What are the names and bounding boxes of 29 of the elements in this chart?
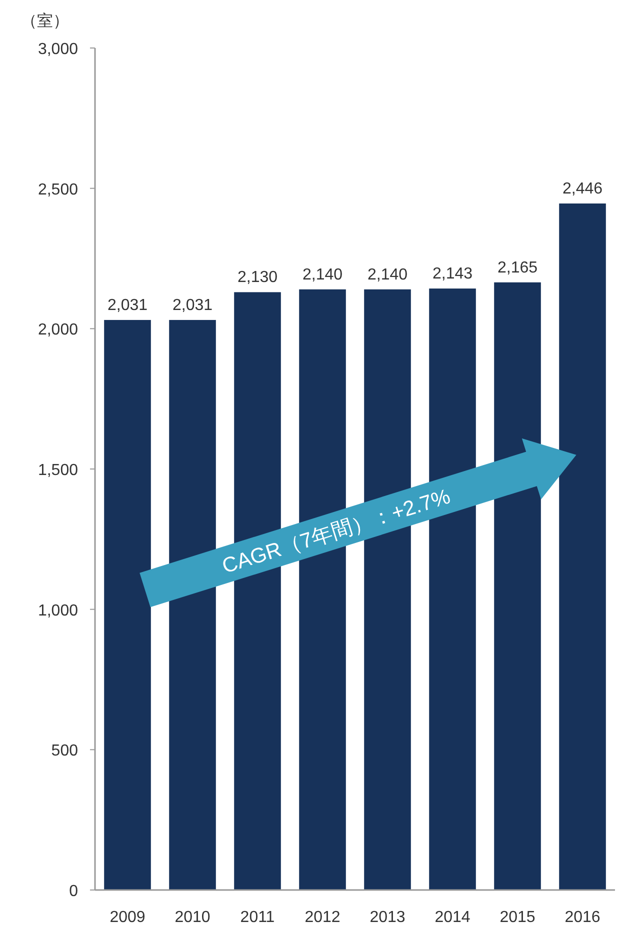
y-tick-label: 0 [69,883,78,900]
data-label: 2,165 [497,259,538,276]
y-tick-label: 2,500 [38,181,78,198]
x-tick-label: 2010 [174,909,210,926]
data-label: 2,130 [237,269,278,286]
bar [104,320,151,890]
y-axis-title: （室） [21,12,69,30]
x-tick-label: 2011 [240,909,275,926]
x-tick-label: 2016 [564,909,600,926]
data-label: 2,143 [432,266,473,283]
x-tick-label: 2012 [304,909,340,926]
data-label: 2,446 [562,180,603,198]
data-label: 2,140 [302,266,343,284]
x-tick-label: 2014 [434,909,470,926]
bar [169,320,216,890]
x-tick-label: 2015 [500,909,536,926]
y-tick-label: 1,000 [38,602,78,620]
y-tick-label: 3,000 [38,41,78,58]
data-label: 2,031 [172,296,213,314]
bar [559,203,606,890]
x-tick-label: 2013 [370,909,406,926]
y-tick-label: 2,000 [38,322,78,339]
x-tick-label: 2009 [110,909,146,926]
y-tick-label: 500 [51,742,78,760]
data-label: 2,140 [367,266,408,284]
y-tick-label: 1,500 [38,462,78,479]
annotation: CAGR（7年間）：+2.7% [220,485,454,578]
bar [494,282,541,890]
data-label: 2,031 [107,296,148,314]
